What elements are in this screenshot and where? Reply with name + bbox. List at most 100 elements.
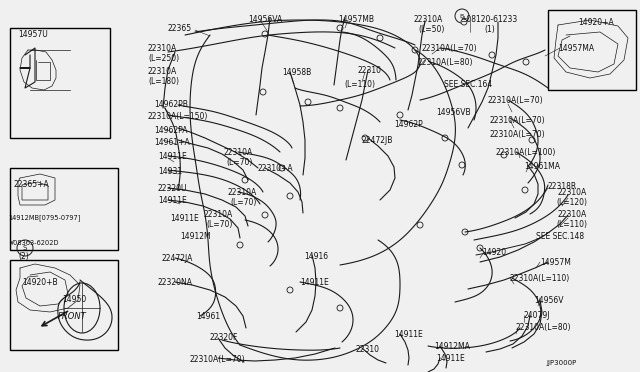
Text: (L=110): (L=110) xyxy=(556,220,587,229)
Text: 14911E: 14911E xyxy=(170,214,199,223)
Text: 14957M: 14957M xyxy=(540,258,571,267)
Text: (L=70): (L=70) xyxy=(206,220,232,229)
Text: 22472JA: 22472JA xyxy=(162,254,193,263)
Text: (2): (2) xyxy=(18,252,29,261)
Text: B: B xyxy=(460,13,464,19)
Text: 22310A(L=70): 22310A(L=70) xyxy=(422,44,477,53)
Text: 14957MA: 14957MA xyxy=(558,44,594,53)
Text: 22310A: 22310A xyxy=(558,188,588,197)
Text: 22310A: 22310A xyxy=(148,67,177,76)
Text: 22310A(L=70): 22310A(L=70) xyxy=(490,116,546,125)
Text: 22318R: 22318R xyxy=(548,182,577,191)
Circle shape xyxy=(362,135,368,141)
Text: 22310A(L=110): 22310A(L=110) xyxy=(510,274,570,283)
Text: 22310A(L=70): 22310A(L=70) xyxy=(190,355,246,364)
Text: 14956VA: 14956VA xyxy=(248,15,282,24)
Text: 14912M: 14912M xyxy=(180,232,211,241)
Text: 14931: 14931 xyxy=(158,167,182,176)
Text: JJP3000P: JJP3000P xyxy=(546,360,576,366)
Text: 14916: 14916 xyxy=(304,252,328,261)
Circle shape xyxy=(522,187,528,193)
Text: 14957MB: 14957MB xyxy=(338,15,374,24)
Text: FRONT: FRONT xyxy=(58,312,87,321)
Text: 22310A(L=70): 22310A(L=70) xyxy=(490,130,546,139)
Circle shape xyxy=(461,19,467,25)
Text: 22365: 22365 xyxy=(167,24,191,33)
Circle shape xyxy=(459,162,465,168)
Text: 22320NA: 22320NA xyxy=(158,278,193,287)
Text: 22310A(L=100): 22310A(L=100) xyxy=(496,148,556,157)
Text: (L=110): (L=110) xyxy=(344,80,375,89)
Circle shape xyxy=(377,35,383,41)
Text: (L=180): (L=180) xyxy=(148,77,179,86)
Circle shape xyxy=(242,177,248,183)
Text: 14912MB[0795-0797]: 14912MB[0795-0797] xyxy=(8,214,81,221)
Text: (L=120): (L=120) xyxy=(556,198,587,207)
Circle shape xyxy=(237,242,243,248)
Text: 14911E: 14911E xyxy=(158,196,187,205)
Text: 14957U: 14957U xyxy=(18,30,48,39)
Text: 14961: 14961 xyxy=(196,312,220,321)
Text: 14912MA: 14912MA xyxy=(434,342,470,351)
Circle shape xyxy=(523,59,529,65)
Text: 14911E: 14911E xyxy=(300,278,329,287)
Circle shape xyxy=(337,305,343,311)
Text: 22310: 22310 xyxy=(358,66,382,75)
Text: (L=70): (L=70) xyxy=(230,198,257,207)
Text: SEE SEC.164: SEE SEC.164 xyxy=(444,80,492,89)
Text: 22310A: 22310A xyxy=(204,210,233,219)
Ellipse shape xyxy=(64,283,100,333)
Circle shape xyxy=(529,137,535,143)
Text: 14956VB: 14956VB xyxy=(436,108,470,117)
Bar xyxy=(10,28,110,138)
Text: 14920+A: 14920+A xyxy=(578,18,614,27)
Text: 22310A(L=70): 22310A(L=70) xyxy=(488,96,543,105)
Text: 14920+B: 14920+B xyxy=(22,278,58,287)
Text: 22320U: 22320U xyxy=(158,184,188,193)
Text: 22472JB: 22472JB xyxy=(362,136,394,145)
Text: 22310+A: 22310+A xyxy=(258,164,294,173)
Text: ¥08363-6202D: ¥08363-6202D xyxy=(10,240,60,246)
Text: 22310A: 22310A xyxy=(414,15,444,24)
Circle shape xyxy=(442,135,448,141)
Text: 14962PA: 14962PA xyxy=(154,126,188,135)
Text: 14962PB: 14962PB xyxy=(154,100,188,109)
Text: 14950: 14950 xyxy=(62,295,86,304)
Text: 22310: 22310 xyxy=(356,345,380,354)
Text: 14911E: 14911E xyxy=(436,354,465,363)
Circle shape xyxy=(477,245,483,251)
Text: 14958B: 14958B xyxy=(282,68,311,77)
Text: 14961MA: 14961MA xyxy=(524,162,560,171)
Text: 22310A: 22310A xyxy=(558,210,588,219)
Text: 14911E: 14911E xyxy=(394,330,423,339)
Text: 24079J: 24079J xyxy=(524,311,550,320)
Text: 14962P: 14962P xyxy=(394,120,423,129)
Text: 14911E: 14911E xyxy=(158,152,187,161)
Circle shape xyxy=(262,31,268,37)
Text: S: S xyxy=(23,245,27,251)
Text: 22320F: 22320F xyxy=(210,333,238,342)
Circle shape xyxy=(337,105,343,111)
Text: ±08120-61233: ±08120-61233 xyxy=(460,15,517,24)
Text: 22310A: 22310A xyxy=(224,148,253,157)
Bar xyxy=(10,168,118,250)
Text: 14961+A: 14961+A xyxy=(154,138,189,147)
Text: 22310A(L=150): 22310A(L=150) xyxy=(148,112,209,121)
Circle shape xyxy=(397,112,403,118)
Text: 22310A: 22310A xyxy=(148,44,177,53)
Circle shape xyxy=(287,193,293,199)
Text: 22310A(L=80): 22310A(L=80) xyxy=(418,58,474,67)
Circle shape xyxy=(305,99,311,105)
Text: 22310A(L=80): 22310A(L=80) xyxy=(516,323,572,332)
Circle shape xyxy=(337,25,343,31)
Text: 22365+A: 22365+A xyxy=(14,180,50,189)
Circle shape xyxy=(462,229,468,235)
Text: SEE SEC.148: SEE SEC.148 xyxy=(536,232,584,241)
Circle shape xyxy=(279,165,285,171)
Text: (L=70): (L=70) xyxy=(226,158,252,167)
Text: 22310A: 22310A xyxy=(228,188,257,197)
Text: (L=50): (L=50) xyxy=(418,25,444,34)
Circle shape xyxy=(260,89,266,95)
Circle shape xyxy=(412,47,418,53)
Text: (1): (1) xyxy=(484,25,495,34)
